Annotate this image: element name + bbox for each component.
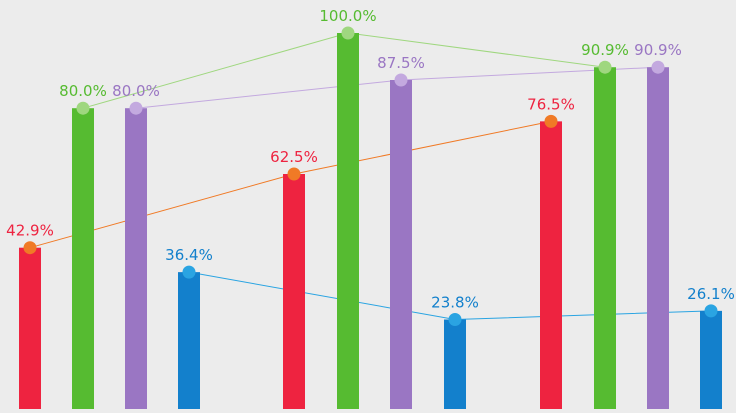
data-label-series-1-3: 76.5% [527, 95, 575, 113]
bar-series-1-3 [540, 121, 562, 410]
bar-series-1-2 [283, 174, 305, 409]
data-label-series-2-3: 90.9% [581, 41, 629, 59]
bar-series-2-1 [72, 108, 94, 409]
data-label-series-3-1: 80.0% [112, 82, 160, 100]
marker-series-4-3 [704, 304, 718, 318]
data-label-series-4-1: 36.4% [165, 246, 213, 264]
marker-series-1-2 [287, 167, 301, 181]
data-label-series-3-3: 90.9% [634, 41, 682, 59]
marker-series-3-3 [651, 60, 665, 74]
data-label-series-1-2: 62.5% [270, 148, 318, 166]
marker-series-1-1 [23, 241, 37, 255]
data-labels: 42.9% 62.5% 76.5% 80.0% 100.0% 90.9% 80.0% 87.5… [6, 7, 735, 312]
data-label-series-2-1: 80.0% [59, 82, 107, 100]
marker-series-4-2 [448, 313, 462, 327]
marker-series-2-1 [76, 101, 90, 115]
bar-series-4-3 [700, 310, 722, 409]
data-label-series-3-2: 87.5% [377, 54, 425, 72]
marker-series-4-1 [182, 265, 196, 279]
bars [19, 33, 722, 410]
marker-series-2-2 [341, 26, 355, 40]
trend-markers [23, 26, 718, 327]
marker-series-3-1 [129, 101, 143, 115]
data-label-series-4-2: 23.8% [431, 294, 479, 312]
bar-series-4-2 [444, 319, 466, 409]
bar-series-3-2 [390, 80, 412, 409]
bar-series-2-3 [594, 67, 616, 409]
data-label-series-4-3: 26.1% [687, 285, 735, 303]
bar-series-3-1 [125, 108, 147, 409]
bar-series-2-2 [337, 33, 359, 409]
marker-series-2-3 [598, 60, 612, 74]
data-label-series-2-2: 100.0% [319, 7, 376, 25]
bar-series-1-1 [19, 247, 41, 409]
bar-series-3-3 [647, 67, 669, 409]
data-label-series-1-1: 42.9% [6, 222, 54, 240]
marker-series-1-3 [544, 114, 558, 128]
bar-series-4-1 [178, 272, 200, 409]
marker-series-3-2 [394, 73, 408, 87]
